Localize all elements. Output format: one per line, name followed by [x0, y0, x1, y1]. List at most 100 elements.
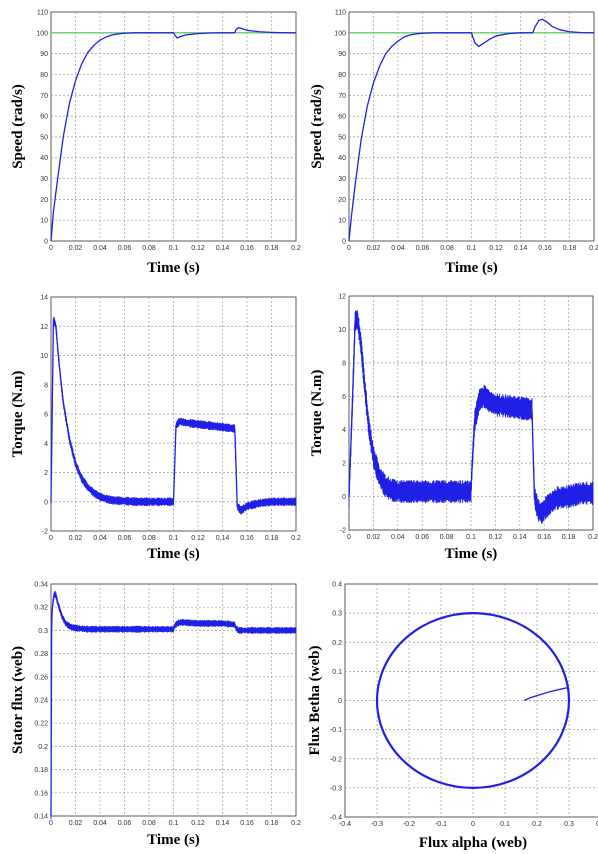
x-tick-label: -0.1 — [435, 821, 447, 828]
speed-chart-left-svg: 0 0.02 0.04 0.06 0.08 0.1 0.12 0.14 0.16 0.18 0.2 0… — [10, 10, 301, 277]
x-tick-label: 0.08 — [142, 245, 156, 252]
torque-chart-left: 0 0.02 0.04 0.06 0.08 0.1 0.12 0.14 0.16 0.18 0.2 -… — [0, 285, 301, 565]
x-tick-label: 0.2 — [291, 535, 301, 542]
x-tick-label: 0.2 — [589, 245, 598, 252]
y-tick-label: 0.2 — [332, 640, 342, 647]
x-tick-label: 0.14 — [216, 535, 230, 542]
series-line — [523, 686, 570, 702]
x-tick-label: 0.2 — [532, 821, 542, 828]
x-tick-label: -0.3 — [371, 821, 383, 828]
y-tick-label: 40 — [40, 155, 48, 162]
x-tick-label: 0.08 — [440, 245, 454, 252]
x-tick-label: 0.04 — [93, 245, 107, 252]
y-tick-label: 60 — [338, 114, 346, 121]
x-tick-label: 0.1 — [467, 245, 477, 252]
y-tick-label: 6 — [342, 394, 346, 401]
y-tick-label: 2 — [44, 470, 48, 477]
plot-area — [348, 11, 595, 242]
flux-locus-chart: -0.4 -0.3 -0.2 -0.1 0 0.1 0.2 0.3 0.4 -0.4 -0.3 -0.… — [299, 572, 598, 854]
series-ripple — [50, 317, 297, 515]
y-tick-label: 0.3 — [332, 611, 342, 618]
series-line — [348, 18, 595, 242]
x-tick-label: -0.4 — [339, 821, 351, 828]
y-tick-label: 20 — [338, 197, 346, 204]
x-tick-label: 0.16 — [240, 245, 254, 252]
x-tick-label: 0.12 — [489, 534, 503, 541]
speed-chart-right: 0 0.02 0.04 0.06 0.08 0.1 0.12 0.14 0.16 0.18 0.2 0… — [299, 0, 598, 280]
stator-flux-chart-svg: 0 0.02 0.04 0.06 0.08 0.1 0.12 0.14 0.16 0.18 0.2 0… — [10, 582, 301, 849]
x-tick-label: 0.04 — [391, 534, 405, 541]
x-tick-label: 0.1 — [466, 534, 476, 541]
y-tick-label: 30 — [40, 176, 48, 183]
x-tick-label: 0.18 — [563, 245, 577, 252]
x-tick-label: 0.1 — [169, 820, 179, 827]
x-tick-label: 0 — [49, 820, 53, 827]
x-tick-label: 0.2 — [588, 534, 598, 541]
y-tick-label: 90 — [40, 51, 48, 58]
y-axis-title: Torque (N.m) — [10, 371, 26, 458]
y-tick-label: 10 — [338, 327, 346, 334]
x-tick-label: 0.14 — [513, 534, 527, 541]
x-tick-label: 0.2 — [291, 820, 301, 827]
x-tick-label: 0.06 — [416, 245, 430, 252]
plot-area — [50, 11, 297, 242]
y-tick-label: 10 — [40, 353, 48, 360]
y-tick-label: 4 — [342, 427, 346, 434]
y-tick-label: -2 — [340, 528, 346, 535]
x-tick-label: 0 — [347, 245, 351, 252]
y-tick-label: 12 — [40, 324, 48, 331]
x-tick-label: 0.06 — [415, 534, 429, 541]
series-line — [50, 26, 296, 242]
x-tick-label: 0.16 — [538, 245, 552, 252]
x-tick-label: 0.14 — [514, 245, 528, 252]
y-tick-label: 0 — [44, 499, 48, 506]
x-axis-title: Time (s) — [445, 546, 498, 562]
x-tick-label: 0.16 — [240, 535, 254, 542]
stator-flux-chart: 0 0.02 0.04 0.06 0.08 0.1 0.12 0.14 0.16 0.18 0.2 0… — [0, 572, 301, 854]
y-tick-label: 40 — [338, 155, 346, 162]
y-tick-label: 0 — [338, 698, 342, 705]
y-tick-label: 70 — [338, 93, 346, 100]
y-tick-label: 100 — [36, 30, 48, 37]
x-tick-label: 0.16 — [537, 534, 551, 541]
y-tick-label: 100 — [334, 30, 346, 37]
x-tick-label: 0.06 — [118, 535, 132, 542]
y-tick-label: 0.18 — [34, 767, 48, 774]
speed-chart-left: 0 0.02 0.04 0.06 0.08 0.1 0.12 0.14 0.16 0.18 0.2 0… — [0, 0, 301, 280]
y-tick-label: 0 — [44, 239, 48, 246]
y-tick-label: 4 — [44, 441, 48, 448]
flux-circle-trajectory — [375, 612, 571, 789]
y-tick-label: 0 — [342, 494, 346, 501]
y-tick-label: -0.4 — [330, 815, 342, 822]
x-tick-label: 0.06 — [118, 820, 132, 827]
x-tick-label: 0.02 — [69, 820, 83, 827]
y-tick-label: -0.3 — [330, 785, 342, 792]
x-tick-label: 0.12 — [191, 535, 205, 542]
x-tick-label: 0.14 — [216, 820, 230, 827]
y-tick-label: 0.3 — [38, 628, 48, 635]
y-tick-label: 12 — [338, 294, 346, 301]
y-tick-label: 0.22 — [34, 721, 48, 728]
x-axis-title: Time (s) — [147, 546, 200, 562]
x-axis-title: Time (s) — [445, 260, 498, 276]
x-tick-label: 0.06 — [118, 245, 132, 252]
x-tick-label: 0.18 — [265, 245, 279, 252]
plot-area — [344, 583, 598, 818]
torque-chart-left-svg: 0 0.02 0.04 0.06 0.08 0.1 0.12 0.14 0.16 0.18 0.2 -… — [10, 295, 301, 563]
y-tick-label: 0.2 — [38, 744, 48, 751]
x-tick-label: 0.12 — [489, 245, 503, 252]
x-tick-label: 0.18 — [265, 535, 279, 542]
x-tick-label: 0.14 — [216, 245, 230, 252]
y-axis-title: Speed (rad/s) — [10, 84, 26, 169]
torque-chart-right-svg: 0 0.02 0.04 0.06 0.08 0.1 0.12 0.14 0.16 0.18 0.2 -… — [309, 294, 598, 563]
y-tick-label: -2 — [42, 529, 48, 536]
y-tick-label: 110 — [37, 10, 48, 17]
x-tick-label: 0.08 — [142, 535, 156, 542]
y-tick-label: 8 — [44, 382, 48, 389]
x-tick-label: -0.2 — [403, 821, 415, 828]
y-tick-label: 0.1 — [332, 669, 342, 676]
y-tick-label: 70 — [40, 93, 48, 100]
x-tick-label: 0.02 — [367, 534, 381, 541]
y-tick-label: 10 — [40, 218, 48, 225]
x-tick-label: 0.18 — [562, 534, 576, 541]
